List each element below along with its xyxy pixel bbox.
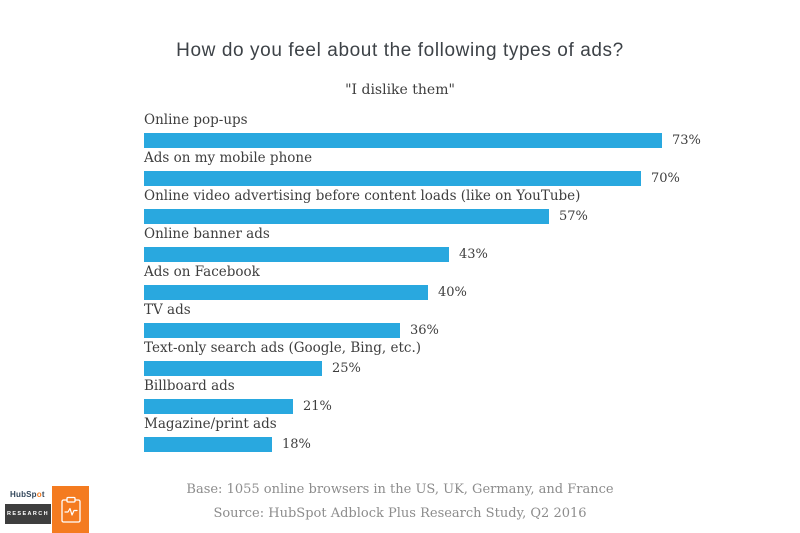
bar-category-label: Online video advertising before content … (144, 188, 581, 204)
bar-value-label: 36% (410, 323, 439, 338)
bar-category-label: TV ads (144, 302, 191, 318)
bar-chart: Online pop-ups 73% Ads on my mobile phone 7… (144, 112, 800, 454)
bar-track: 25% (144, 361, 800, 376)
bar-value-label: 73% (672, 133, 701, 148)
chart-title: How do you feel about the following type… (176, 40, 624, 61)
research-label: RESEARCH (5, 504, 51, 524)
bar (144, 285, 428, 300)
bar-track: 36% (144, 323, 800, 338)
bar-row: Ads on my mobile phone 70% (144, 150, 800, 188)
bar-row: Ads on Facebook 40% (144, 264, 800, 302)
bar (144, 133, 662, 148)
bar-row: TV ads 36% (144, 302, 800, 340)
bar-value-label: 70% (651, 171, 680, 186)
source-note: Source: HubSpot Adblock Plus Research St… (213, 506, 587, 521)
hubspot-sprocket-o: o (36, 490, 42, 499)
bar-category-label: Ads on my mobile phone (144, 150, 313, 166)
bar-row: Online banner ads 43% (144, 226, 800, 264)
bar-category-label: Ads on Facebook (144, 264, 260, 280)
bar-row: Online pop-ups 73% (144, 112, 800, 150)
bar-category-label: Online pop-ups (144, 112, 248, 128)
hubspot-research-branding: HubSpot RESEARCH (0, 485, 100, 533)
bar-track: 21% (144, 399, 800, 414)
bar (144, 361, 322, 376)
bar-track: 73% (144, 133, 800, 148)
bar-track: 70% (144, 171, 800, 186)
footer-notes: Base: 1055 online browsers in the US, UK… (0, 478, 800, 526)
bar-category-label: Online banner ads (144, 226, 270, 242)
bar (144, 171, 641, 186)
bar-category-label: Text-only search ads (Google, Bing, etc.… (144, 340, 422, 356)
bar (144, 399, 293, 414)
hubspot-logo: HubSpot (10, 490, 45, 499)
bar (144, 209, 549, 224)
bar-track: 40% (144, 285, 800, 300)
bar-track: 43% (144, 247, 800, 262)
bar-row: Billboard ads 21% (144, 378, 800, 416)
bar-track: 18% (144, 437, 800, 452)
bar-value-label: 18% (282, 437, 311, 452)
bar-value-label: 25% (332, 361, 361, 376)
bar-row: Text-only search ads (Google, Bing, etc.… (144, 340, 800, 378)
bar-value-label: 43% (459, 247, 488, 262)
clipboard-pulse-icon (52, 486, 89, 533)
bar-category-label: Billboard ads (144, 378, 235, 394)
bar-row: Magazine/print ads 18% (144, 416, 800, 454)
bar (144, 323, 400, 338)
base-note: Base: 1055 online browsers in the US, UK… (186, 482, 614, 497)
chart-subtitle: "I dislike them" (345, 82, 455, 98)
bar (144, 247, 449, 262)
bar-value-label: 21% (303, 399, 332, 414)
bar-track: 57% (144, 209, 800, 224)
bar-value-label: 57% (559, 209, 588, 224)
bar-category-label: Magazine/print ads (144, 416, 277, 432)
bar-value-label: 40% (438, 285, 467, 300)
bar-row: Online video advertising before content … (144, 188, 800, 226)
bar (144, 437, 272, 452)
